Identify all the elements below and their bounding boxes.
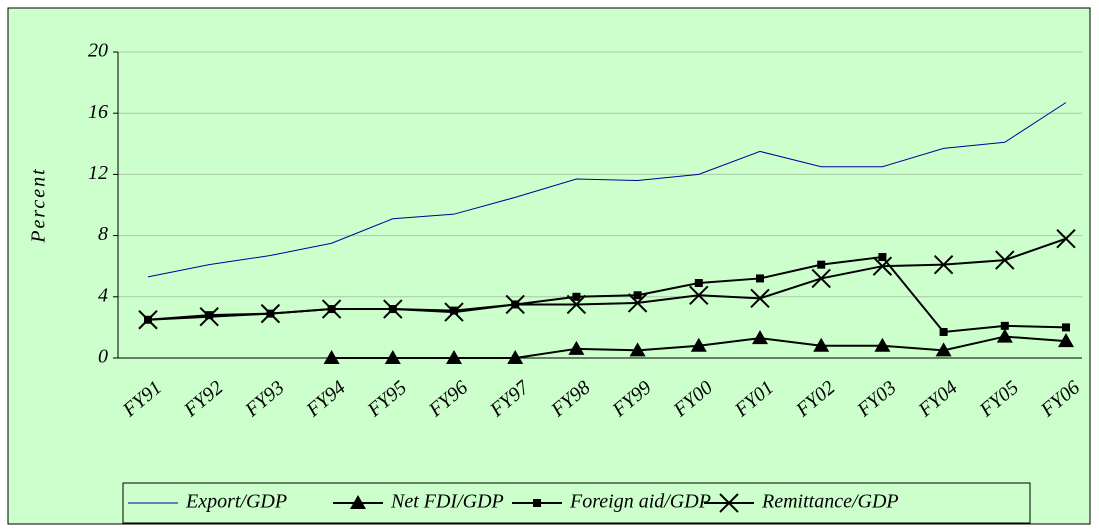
- marker: [750, 288, 770, 309]
- marker: [533, 499, 541, 507]
- marker: [690, 337, 707, 352]
- marker: [719, 493, 739, 513]
- series-line: [147, 237, 1067, 321]
- marker: [566, 294, 587, 315]
- y-tick-label: 8: [98, 223, 108, 245]
- marker: [505, 294, 525, 315]
- marker: [323, 350, 340, 364]
- y-axis-label: Percent: [28, 167, 50, 243]
- marker: [1058, 333, 1074, 348]
- marker: [629, 342, 646, 357]
- series-line: [147, 102, 1067, 278]
- marker: [205, 311, 214, 320]
- marker: [383, 299, 403, 319]
- marker: [813, 337, 830, 352]
- marker: [450, 306, 458, 315]
- marker: [694, 279, 703, 288]
- marker: [572, 292, 581, 301]
- marker: [1062, 323, 1070, 332]
- marker: [872, 256, 893, 276]
- marker: [138, 310, 158, 330]
- legend-label: Net FDI/GDP: [390, 491, 504, 513]
- marker: [811, 268, 831, 289]
- marker: [752, 330, 768, 345]
- marker: [446, 350, 462, 364]
- marker: [995, 250, 1015, 270]
- legend-label: Foreign aid/GDP: [569, 491, 711, 513]
- marker: [321, 299, 342, 319]
- y-tick-label: 16: [88, 101, 108, 123]
- marker: [933, 254, 954, 275]
- marker: [878, 253, 887, 262]
- legend-label: Export/GDP: [185, 491, 287, 513]
- marker: [384, 350, 401, 364]
- marker: [935, 342, 952, 357]
- legend-label: Remittance/GDP: [761, 491, 899, 513]
- y-tick-label: 20: [88, 40, 108, 62]
- marker: [633, 291, 642, 300]
- marker: [568, 340, 585, 355]
- marker: [817, 260, 826, 269]
- marker: [444, 302, 464, 322]
- marker: [996, 328, 1013, 343]
- marker: [199, 306, 219, 327]
- marker: [1000, 321, 1009, 330]
- marker: [756, 274, 764, 283]
- marker: [689, 285, 709, 305]
- marker: [874, 337, 891, 352]
- y-tick-label: 0: [98, 346, 108, 368]
- legend-box: [122, 482, 1031, 524]
- marker: [939, 327, 948, 336]
- y-tick-label: 12: [88, 162, 108, 184]
- y-tick-label: 4: [98, 284, 108, 306]
- marker: [350, 495, 366, 509]
- marker: [507, 350, 524, 364]
- marker: [627, 293, 648, 313]
- marker: [260, 303, 281, 324]
- marker: [1056, 228, 1076, 249]
